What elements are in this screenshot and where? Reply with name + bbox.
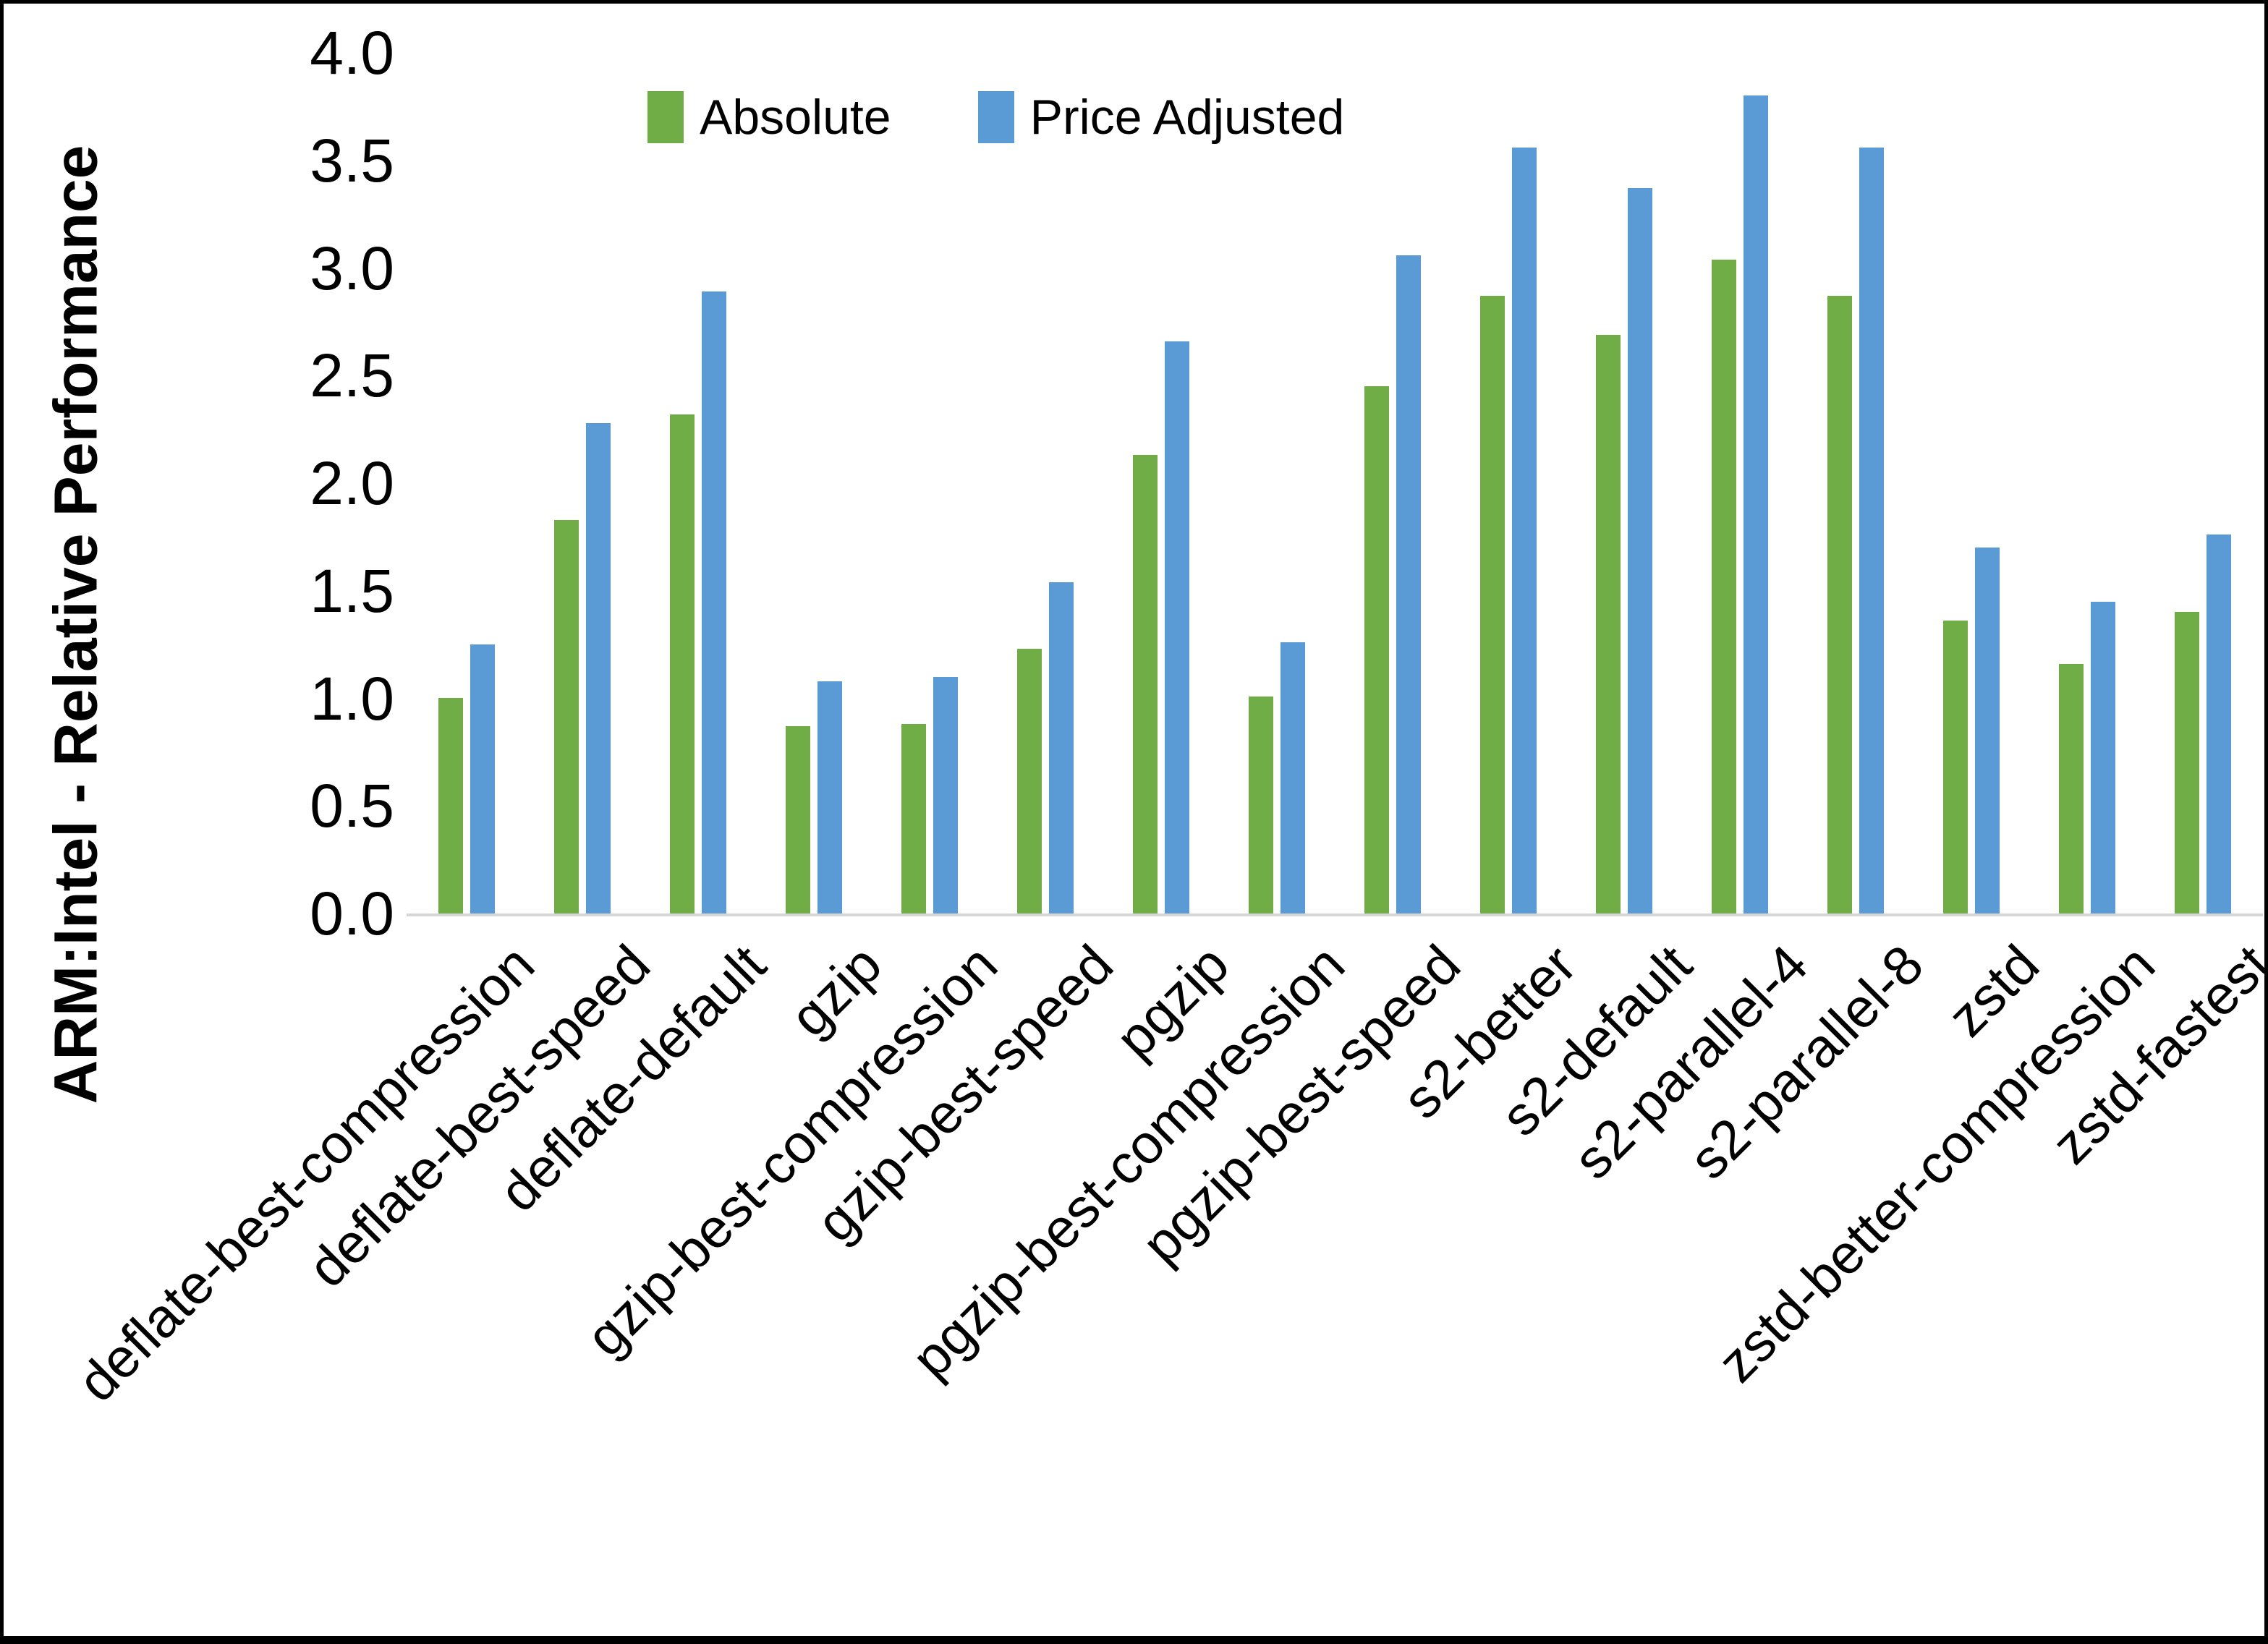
bar-absolute <box>2175 612 2199 913</box>
bar-price-adjusted <box>2091 602 2115 913</box>
bar-price-adjusted <box>1165 341 1189 913</box>
bar-absolute <box>554 520 579 913</box>
bar-absolute <box>2059 664 2084 913</box>
bar-price-adjusted <box>817 681 842 913</box>
bar-price-adjusted <box>1280 642 1305 913</box>
y-tick-label: 2.5 <box>310 341 394 410</box>
bar-absolute <box>1133 455 1158 913</box>
y-tick-label: 1.5 <box>310 556 394 625</box>
bar-absolute <box>438 698 463 913</box>
legend: Absolute Price Adjusted <box>647 89 1344 145</box>
bar-price-adjusted <box>1628 188 1652 913</box>
y-tick-label: 3.0 <box>310 234 394 302</box>
bar-absolute <box>1827 296 1852 913</box>
legend-label-price-adjusted: Price Adjusted <box>1029 90 1345 145</box>
x-category-label: deflate-best-compression <box>66 933 546 1414</box>
x-axis-line <box>407 913 2263 916</box>
bar-price-adjusted <box>1049 582 1074 913</box>
y-tick-label: 1.0 <box>310 664 394 733</box>
bar-absolute <box>1712 260 1736 913</box>
bar-price-adjusted <box>702 291 726 913</box>
bar-price-adjusted <box>586 423 611 913</box>
y-tick-label: 0.5 <box>310 772 394 840</box>
legend-label-absolute: Absolute <box>700 90 891 145</box>
y-tick-label: 3.5 <box>310 126 394 195</box>
bar-absolute <box>1364 386 1389 913</box>
y-tick-label: 2.0 <box>310 449 394 517</box>
legend-swatch-absolute-icon <box>647 91 684 143</box>
bar-absolute <box>1596 335 1621 913</box>
bar-absolute <box>786 726 810 913</box>
bar-absolute <box>901 724 926 913</box>
legend-swatch-price-adjusted-icon <box>977 91 1014 143</box>
y-tick-label: 0.0 <box>310 880 394 947</box>
bar-price-adjusted <box>1975 548 2000 913</box>
bar-price-adjusted <box>1859 148 1884 913</box>
bar-price-adjusted <box>1396 255 1421 913</box>
bar-price-adjusted <box>470 644 495 913</box>
bar-price-adjusted <box>1512 148 1537 913</box>
bar-absolute <box>670 414 695 913</box>
legend-item-absolute: Absolute <box>647 89 891 145</box>
y-tick-label: 4.0 <box>310 19 394 87</box>
bar-price-adjusted <box>933 677 958 913</box>
bar-absolute <box>1249 697 1273 913</box>
bar-absolute <box>1943 621 1968 913</box>
bar-price-adjusted <box>1744 95 1768 913</box>
bar-absolute <box>1480 296 1505 913</box>
bar-price-adjusted <box>2207 534 2231 913</box>
legend-item-price-adjusted: Price Adjusted <box>977 89 1345 145</box>
bar-absolute <box>1017 649 1042 913</box>
